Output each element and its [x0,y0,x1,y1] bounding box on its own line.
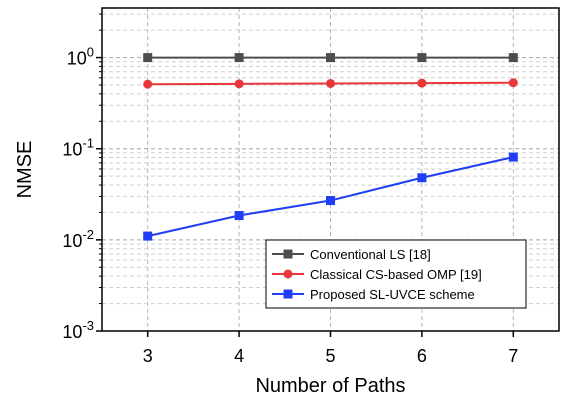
series-group [143,53,518,241]
x-tick-label: 5 [325,346,335,366]
series-2 [143,78,518,89]
y-tick-label: 10-3 [62,318,94,342]
y-axis-title: NMSE [14,141,36,199]
legend-box [265,239,527,309]
data-point [508,152,518,162]
data-point [143,53,153,63]
axis-ticks: 3 4 5 6 7 10-3 10-2 10-1 100 [62,13,518,366]
legend-item: Conventional LS [18] [272,247,431,262]
legend-marker [283,269,293,279]
data-point [326,53,335,63]
legend-label: Classical CS-based OMP [19] [310,267,482,282]
data-point [326,196,335,206]
legend-marker [283,249,293,259]
data-point [417,53,427,63]
data-point [234,53,244,63]
legend: Conventional LS [18] Classical CS-based O… [265,239,527,309]
x-tick-label: 6 [417,346,427,366]
legend-marker [283,289,293,299]
data-point [234,79,244,89]
legend-item: Classical CS-based OMP [19] [272,267,482,282]
x-tick-label: 3 [143,346,153,366]
legend-label: Conventional LS [18] [310,247,431,262]
legend-label: Proposed SL-UVCE scheme [310,287,475,302]
data-point [143,79,153,89]
data-point [508,53,518,63]
data-point [417,78,427,88]
legend-item: Proposed SL-UVCE scheme [272,287,475,302]
data-point [326,78,335,88]
series-1 [143,53,518,63]
y-tick-label: 10-2 [62,227,94,251]
data-point [234,211,244,221]
data-point [508,78,518,88]
y-tick-label: 10-1 [62,136,94,160]
series-3 [143,152,518,241]
x-tick-label: 7 [508,346,518,366]
data-point [417,173,427,183]
x-axis-title: Number of Paths [255,375,405,397]
x-tick-label: 4 [234,346,244,366]
y-tick-label: 100 [67,45,94,69]
data-point [143,231,153,241]
